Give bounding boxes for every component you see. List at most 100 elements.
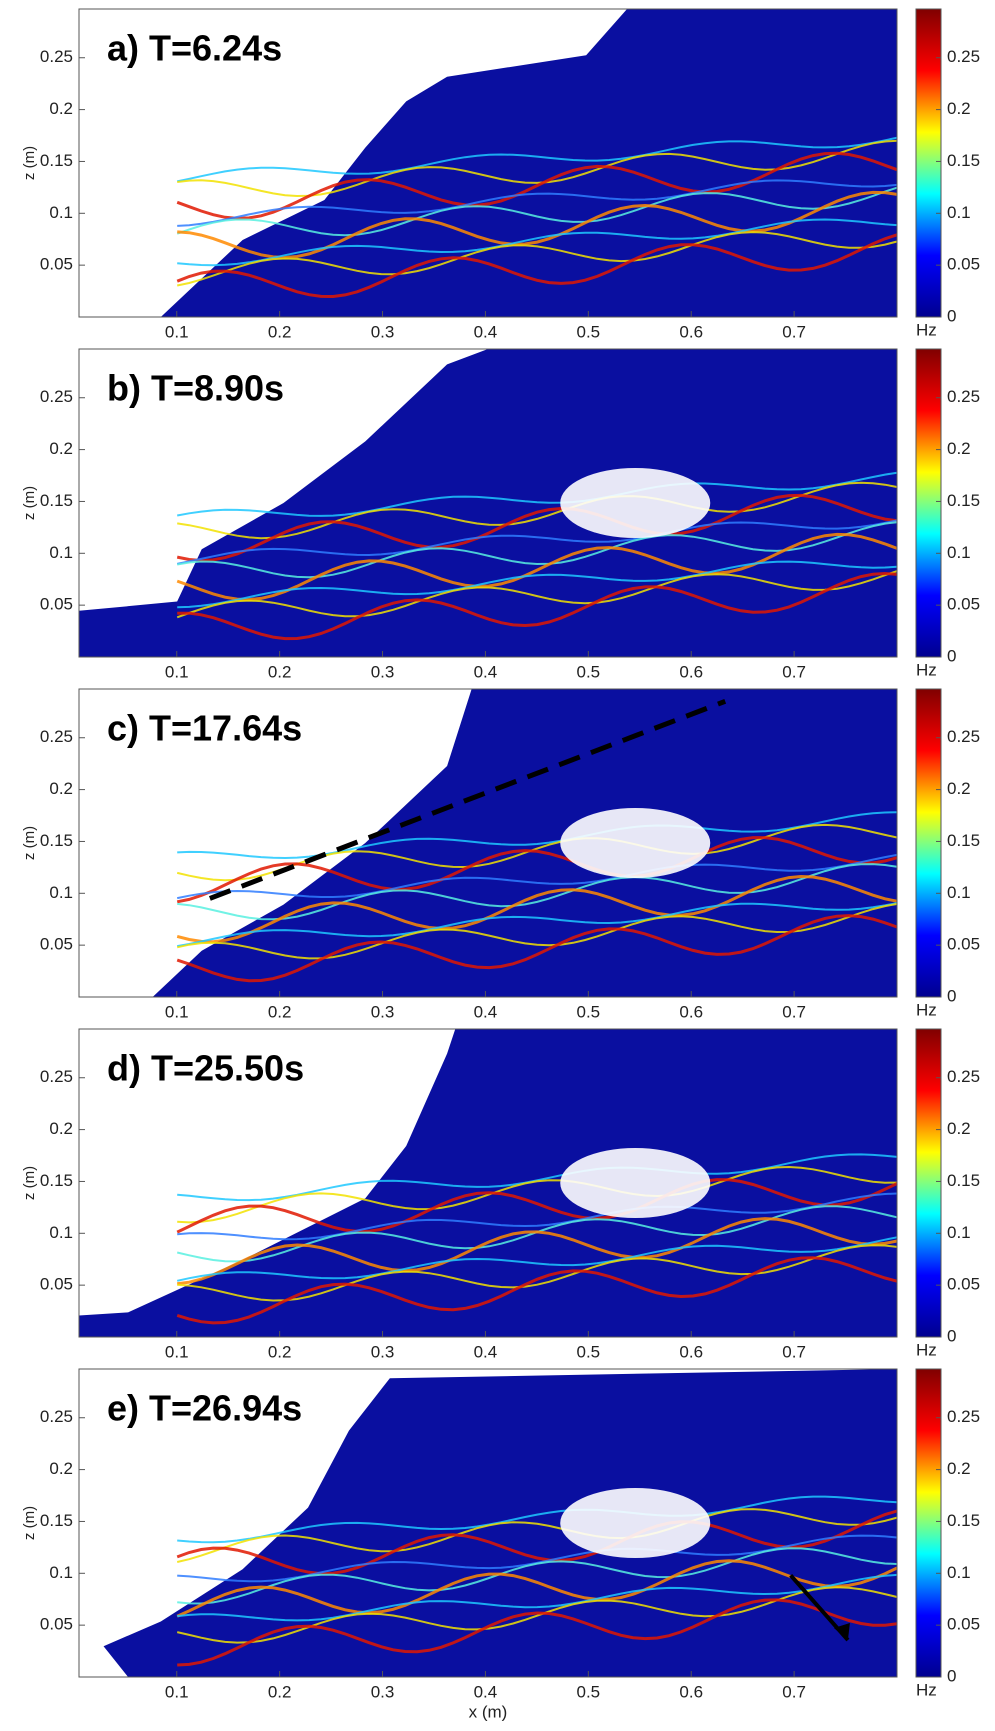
field-streak bbox=[176, 874, 898, 944]
colorbar-tick-label: 0.05 bbox=[947, 1275, 980, 1294]
x-tick-label: 0.5 bbox=[577, 1342, 601, 1361]
y-tick-label: 0.15 bbox=[40, 1511, 73, 1530]
panel: e) T=26.94s 0.1 0.2 0.3 0.4 0.5 0.6 0.7 0.05 0.1 0… bbox=[21, 1368, 980, 1721]
x-tick-label: 0.3 bbox=[371, 1342, 395, 1361]
colorbar bbox=[915, 348, 942, 658]
y-tick-label: 0.05 bbox=[40, 1275, 73, 1294]
plot-frame bbox=[78, 8, 898, 318]
field-streak bbox=[177, 218, 898, 267]
y-axis-label: z (m) bbox=[21, 1506, 38, 1540]
field-streak bbox=[177, 863, 898, 921]
x-tick-label: 0.1 bbox=[165, 662, 189, 681]
y-tick-label: 0.1 bbox=[49, 203, 73, 222]
panel: c) T=17.64s 0.1 0.2 0.3 0.4 0.5 0.6 0.7 0.05 0.1 0… bbox=[21, 688, 980, 1021]
y-tick-label: 0.25 bbox=[40, 387, 73, 406]
colorbar-tick-label: 0.25 bbox=[947, 1407, 980, 1426]
colorbar-tick-label: 0.1 bbox=[947, 1563, 971, 1582]
colorbar-label: Hz bbox=[916, 1000, 937, 1019]
colorbar-tick-label: 0.05 bbox=[947, 1615, 980, 1634]
colorbar-tick-label: 0.2 bbox=[947, 1119, 971, 1138]
y-tick-label: 0.25 bbox=[40, 1407, 73, 1426]
colorbar bbox=[915, 1368, 942, 1678]
field-streak bbox=[176, 151, 898, 220]
plot-frame bbox=[78, 1368, 898, 1678]
x-tick-label: 0.4 bbox=[474, 1002, 498, 1021]
field-streak bbox=[177, 190, 898, 260]
plot-frame bbox=[78, 348, 898, 658]
field-streak bbox=[176, 1178, 898, 1234]
y-tick-label: 0.2 bbox=[49, 439, 73, 458]
field-streak bbox=[176, 914, 898, 983]
plot-frame bbox=[78, 688, 898, 998]
field-streak bbox=[176, 233, 898, 299]
field-streak bbox=[177, 1244, 898, 1302]
bubble-region bbox=[560, 808, 711, 878]
y-tick-label: 0.2 bbox=[49, 1119, 73, 1138]
x-tick-label: 0.3 bbox=[371, 662, 395, 681]
field-streak bbox=[176, 1559, 898, 1618]
dashed-guide bbox=[208, 698, 727, 901]
panel-title: a) T=6.24s bbox=[107, 28, 282, 69]
bubble-region bbox=[560, 468, 711, 538]
x-tick-label: 0.7 bbox=[782, 1682, 806, 1701]
panel-title: b) T=8.90s bbox=[107, 368, 284, 409]
arrow-head bbox=[833, 1623, 850, 1641]
colorbar-tick-label: 0.1 bbox=[947, 543, 971, 562]
x-tick-label: 0.5 bbox=[577, 322, 601, 341]
field-region bbox=[79, 1029, 897, 1337]
y-tick-label: 0.15 bbox=[40, 151, 73, 170]
colorbar-label: Hz bbox=[916, 320, 937, 339]
field-streak bbox=[176, 1509, 898, 1576]
field-streak bbox=[177, 902, 898, 948]
colorbar bbox=[915, 8, 942, 318]
x-tick-label: 0.2 bbox=[268, 1002, 292, 1021]
field-streak bbox=[177, 481, 898, 540]
x-tick-label: 0.7 bbox=[782, 662, 806, 681]
x-tick-label: 0.5 bbox=[577, 662, 601, 681]
x-tick-label: 0.6 bbox=[679, 1342, 703, 1361]
field-streak bbox=[177, 1192, 898, 1241]
colorbar-tick-label: 0.25 bbox=[947, 1067, 980, 1086]
field-streak bbox=[177, 560, 898, 609]
x-tick-label: 0.3 bbox=[371, 1682, 395, 1701]
x-tick-label: 0.6 bbox=[679, 322, 703, 341]
y-tick-label: 0.1 bbox=[49, 883, 73, 902]
y-axis-label: z (m) bbox=[21, 826, 38, 860]
colorbar-tick-label: 0.15 bbox=[947, 491, 980, 510]
field-streak bbox=[177, 179, 898, 227]
field-streak bbox=[177, 853, 898, 900]
colorbar bbox=[915, 688, 942, 998]
x-tick-label: 0.2 bbox=[268, 322, 292, 341]
colorbar-tick-label: 0.05 bbox=[947, 595, 980, 614]
x-tick-label: 0.7 bbox=[782, 1342, 806, 1361]
bubble-region bbox=[560, 1148, 711, 1218]
bubble-region bbox=[560, 1488, 711, 1558]
panel: a) T=6.24s 0.1 0.2 0.3 0.4 0.5 0.6 0.7 0.05 0.1 0.… bbox=[21, 8, 980, 341]
field-streak bbox=[176, 1236, 898, 1282]
colorbar-tick-label: 0.15 bbox=[947, 831, 980, 850]
x-tick-label: 0.1 bbox=[165, 1342, 189, 1361]
y-tick-label: 0.05 bbox=[40, 255, 73, 274]
x-tick-label: 0.7 bbox=[782, 322, 806, 341]
x-tick-label: 0.1 bbox=[165, 1682, 189, 1701]
x-tick-label: 0.3 bbox=[371, 1002, 395, 1021]
field-streak bbox=[176, 493, 898, 563]
field-streak bbox=[177, 1165, 898, 1224]
colorbar-tick-label: 0.2 bbox=[947, 99, 971, 118]
field-streak bbox=[176, 532, 898, 602]
field-streak bbox=[177, 811, 898, 860]
field-streak bbox=[177, 471, 898, 517]
y-tick-label: 0.15 bbox=[40, 491, 73, 510]
colorbar-tick-label: 0.1 bbox=[947, 883, 971, 902]
x-tick-label: 0.4 bbox=[474, 1682, 498, 1701]
x-tick-label: 0.1 bbox=[165, 322, 189, 341]
colorbar-tick-label: 0 bbox=[947, 306, 956, 325]
field-streak bbox=[176, 1256, 898, 1325]
colorbar-tick-label: 0.15 bbox=[947, 1171, 980, 1190]
x-tick-label: 0.2 bbox=[268, 1342, 292, 1361]
field-streak bbox=[177, 1217, 898, 1286]
x-tick-label: 0.4 bbox=[474, 322, 498, 341]
field-streak bbox=[176, 836, 898, 904]
colorbar-label: Hz bbox=[916, 660, 937, 679]
